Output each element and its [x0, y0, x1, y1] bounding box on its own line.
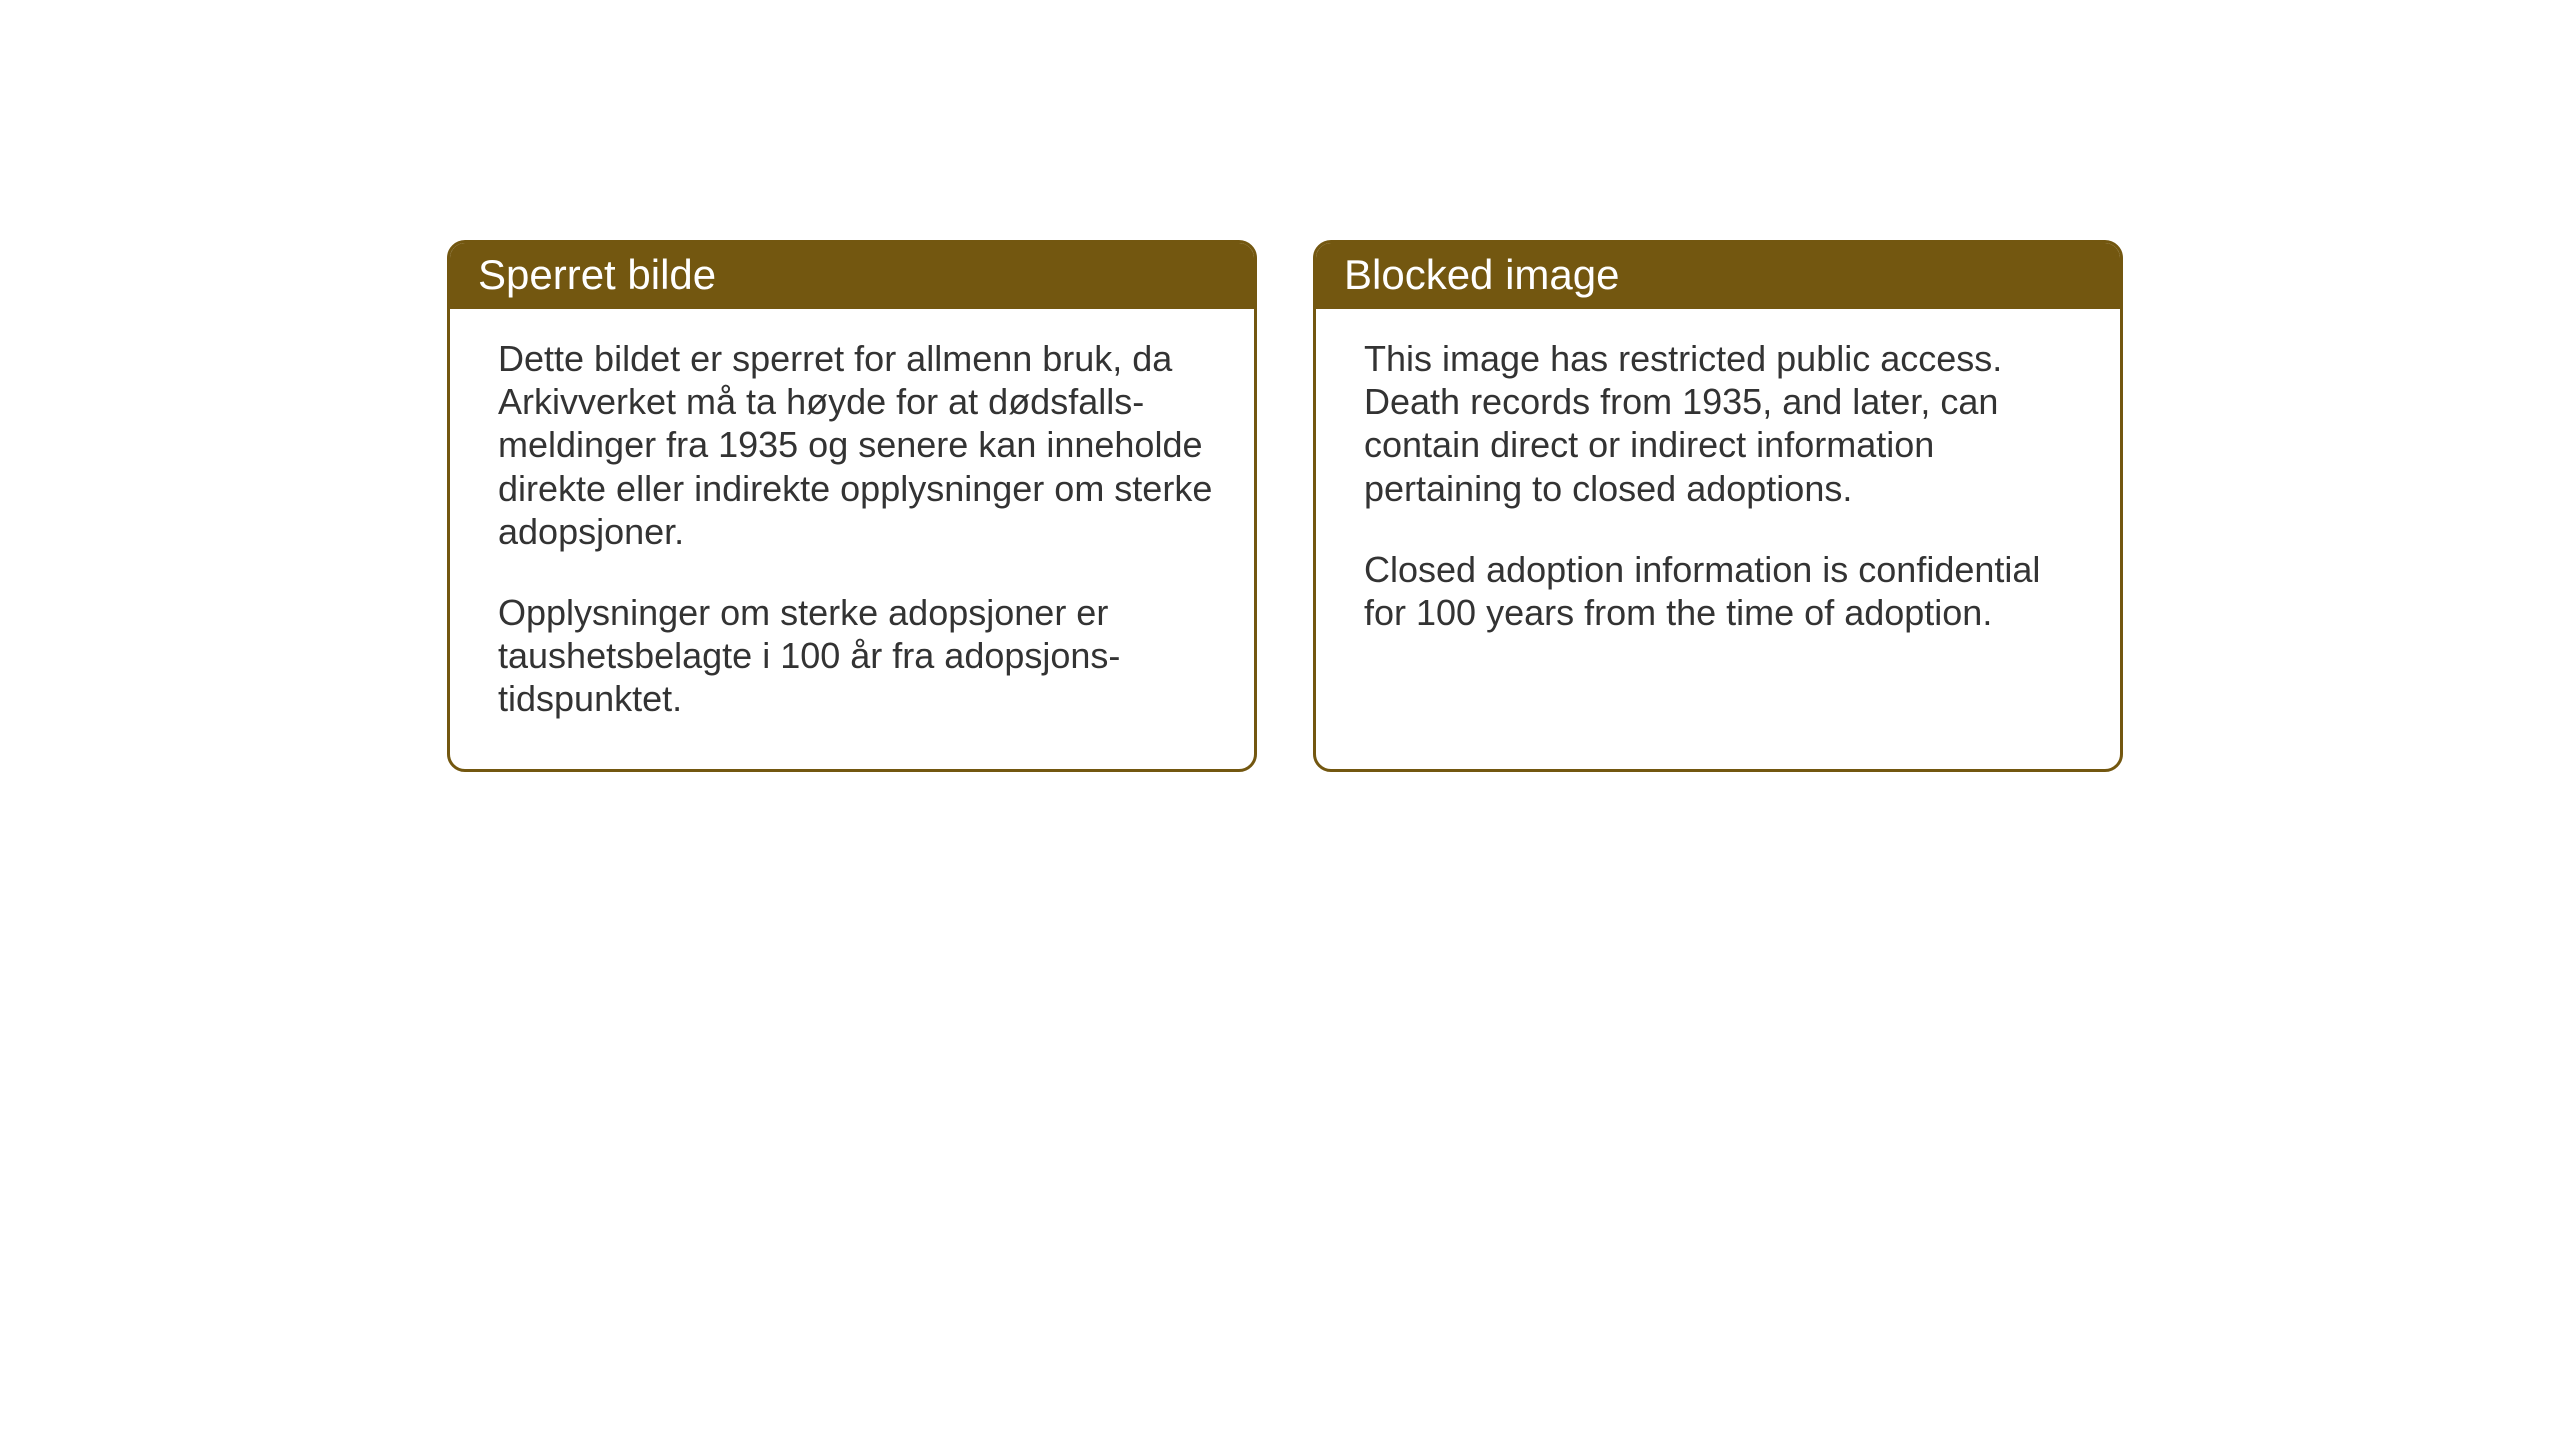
notice-paragraph: This image has restricted public access.…	[1364, 337, 2080, 510]
notice-card-norwegian: Sperret bilde Dette bildet er sperret fo…	[447, 240, 1257, 772]
card-header-norwegian: Sperret bilde	[450, 243, 1254, 309]
notice-paragraph: Dette bildet er sperret for allmenn bruk…	[498, 337, 1214, 553]
card-body-english: This image has restricted public access.…	[1316, 309, 2120, 682]
notice-paragraph: Closed adoption information is confident…	[1364, 548, 2080, 634]
card-header-english: Blocked image	[1316, 243, 2120, 309]
card-body-norwegian: Dette bildet er sperret for allmenn bruk…	[450, 309, 1254, 769]
notice-cards-container: Sperret bilde Dette bildet er sperret fo…	[447, 240, 2123, 772]
notice-card-english: Blocked image This image has restricted …	[1313, 240, 2123, 772]
notice-paragraph: Opplysninger om sterke adopsjoner er tau…	[498, 591, 1214, 721]
